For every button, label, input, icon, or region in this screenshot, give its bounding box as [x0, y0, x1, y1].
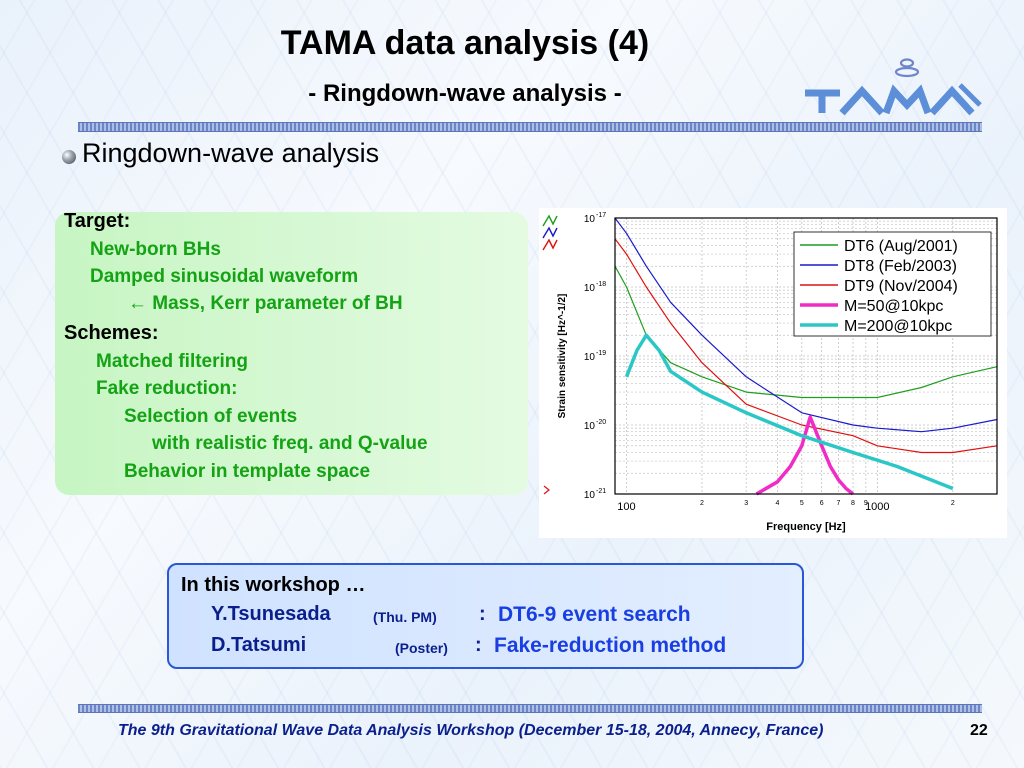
- y-tick-label: 10: [584, 352, 596, 363]
- side-mark: [542, 214, 558, 227]
- schemes-label: Schemes:: [64, 322, 159, 344]
- schemes-item: Behavior in template space: [124, 461, 371, 482]
- target-item: New-born BHs: [90, 239, 221, 260]
- page-number: 22: [970, 722, 988, 739]
- chart-legend: DT6 (Aug/2001) DT8 (Feb/2003) DT9 (Nov/200…: [793, 231, 992, 337]
- speaker1-note: (Thu. PM): [373, 609, 437, 625]
- y-tick-label: 10: [584, 490, 596, 501]
- target-label: Target:: [64, 210, 131, 232]
- target-item: Damped sinusoidal waveform: [90, 266, 359, 287]
- x-minor-tick-label: 6: [820, 500, 824, 507]
- target-item: ← Mass, Kerr parameter of BH: [128, 293, 403, 314]
- legend-label: DT9 (Nov/2004): [844, 278, 958, 295]
- slide-title: TAMA data analysis (4): [280, 24, 650, 62]
- x-minor-tick-label: 3: [744, 500, 748, 507]
- y-tick-exponent: -21: [596, 488, 606, 495]
- schemes-item: with realistic freq. and Q-value: [152, 433, 428, 454]
- legend-label: DT6 (Aug/2001): [844, 238, 958, 255]
- speaker2-note: (Poster): [395, 640, 448, 656]
- chart-series: [614, 217, 998, 496]
- y-axis-label: Strain sensitivity [Hz^-1/2]: [557, 294, 568, 419]
- speaker1-colon: :: [479, 603, 486, 625]
- y-tick-exponent: -20: [596, 419, 606, 426]
- legend-label: M=50@10kpc: [844, 298, 943, 315]
- x-minor-tick-label: 8: [851, 500, 855, 507]
- x-minor-tick-label: 7: [837, 500, 841, 507]
- speaker2-colon: :: [475, 634, 482, 656]
- series-line: [614, 217, 998, 433]
- sensitivity-plot: 10 -17 10 -18 10 -19 10 -20 10 -21 100 1000 2 3 4 5 6 7 8 9…: [539, 208, 1007, 538]
- top-divider: [78, 122, 982, 132]
- series-line: [755, 415, 855, 496]
- speaker1-name: Y.Tsunesada: [211, 603, 331, 625]
- slide-subtitle: - Ringdown-wave analysis -: [308, 80, 622, 107]
- x-minor-tick-label: 2: [951, 500, 955, 507]
- x-axis-label: Frequency [Hz]: [766, 521, 846, 533]
- y-tick-exponent: -19: [596, 350, 606, 357]
- section-heading: Ringdown-wave analysis: [62, 138, 379, 169]
- legend-label: M=200@10kpc: [844, 318, 952, 335]
- workshop-box: In this workshop … Y.Tsunesada (Thu. PM)…: [167, 563, 804, 669]
- x-minor-tick-label: 5: [800, 500, 804, 507]
- series-line: [614, 238, 998, 454]
- x-tick-label: 100: [617, 501, 635, 513]
- footer-text: The 9th Gravitational Wave Data Analysis…: [118, 722, 824, 739]
- bottom-divider: [78, 704, 982, 713]
- x-minor-tick-label: 4: [776, 500, 780, 507]
- content-box: [55, 212, 528, 495]
- y-tick-label: 10: [584, 214, 596, 225]
- speaker1-topic: DT6-9 event search: [498, 603, 691, 626]
- side-mark: [542, 238, 558, 251]
- series-line: [624, 333, 954, 491]
- x-minor-tick-label: 9: [864, 500, 868, 507]
- tama-logo-icon: [805, 58, 982, 116]
- schemes-item: Matched filtering: [96, 351, 249, 372]
- bullet-icon: [62, 149, 76, 164]
- y-tick-exponent: -18: [596, 281, 606, 288]
- side-mark: [542, 226, 558, 239]
- workshop-title: In this workshop …: [181, 574, 366, 596]
- y-tick-label: 10: [584, 283, 596, 294]
- y-tick-label: 10: [584, 421, 596, 432]
- side-mark: [543, 485, 550, 495]
- schemes-item: Selection of events: [124, 406, 298, 427]
- speaker2-topic: Fake-reduction method: [494, 634, 727, 657]
- x-minor-tick-label: 2: [700, 500, 704, 507]
- y-tick-exponent: -17: [596, 212, 606, 219]
- x-tick-label: 1000: [865, 501, 889, 513]
- plot-frame: [614, 217, 998, 495]
- speaker2-name: D.Tatsumi: [211, 634, 307, 656]
- schemes-item: Fake reduction:: [96, 378, 238, 399]
- section-heading-text: Ringdown-wave analysis: [82, 138, 380, 168]
- legend-label: DT8 (Feb/2003): [844, 258, 957, 275]
- legend-box: [793, 231, 992, 337]
